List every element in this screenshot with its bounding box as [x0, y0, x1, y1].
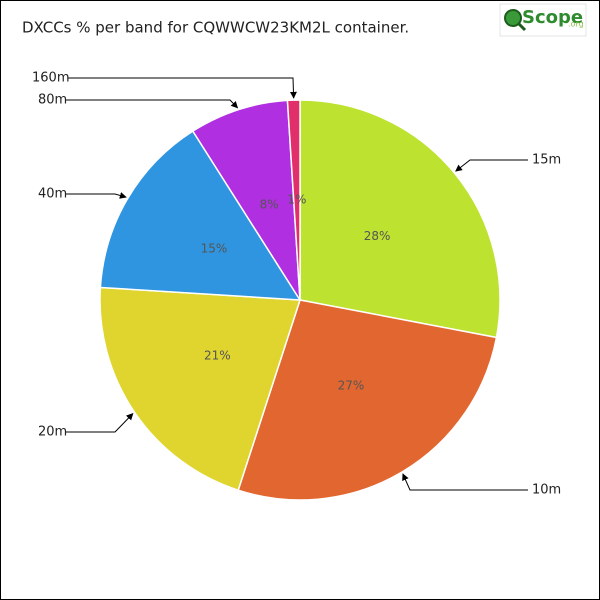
- pie-slice: [191, 99, 301, 301]
- pie-slice: [99, 286, 302, 492]
- logo-text: Scope: [522, 7, 583, 28]
- value-label: 28%: [364, 229, 391, 243]
- logo-suffix: .org: [568, 20, 584, 29]
- value-label: 8%: [260, 197, 279, 211]
- pie-slice: [237, 299, 498, 501]
- slice-label: 80m: [38, 93, 67, 108]
- value-label: 1%: [287, 193, 306, 207]
- value-label: 27%: [338, 379, 365, 393]
- pie-slice: [99, 130, 302, 301]
- logo-icon: [504, 9, 522, 27]
- slice-label: 10m: [532, 483, 561, 498]
- leader-line: [68, 77, 297, 99]
- leader-line: [66, 192, 127, 199]
- value-label: 15%: [201, 242, 228, 256]
- leader-line: [402, 473, 528, 491]
- leader-line: [66, 413, 134, 433]
- slice-label: 40m: [38, 187, 67, 202]
- pie-slice: [286, 99, 301, 301]
- logo-icon-handle: [516, 21, 527, 32]
- slice-label: 20m: [38, 425, 67, 440]
- slice-label: 160m: [32, 71, 69, 86]
- chart-title: DXCCs % per band for CQWWCW23KM2L contai…: [22, 19, 409, 37]
- leader-line: [455, 159, 528, 172]
- pie-slice: [299, 99, 501, 339]
- slice-label: 15m: [532, 153, 561, 168]
- leader-line: [66, 99, 239, 109]
- value-label: 21%: [204, 349, 231, 363]
- logo: Scope .org: [499, 3, 587, 37]
